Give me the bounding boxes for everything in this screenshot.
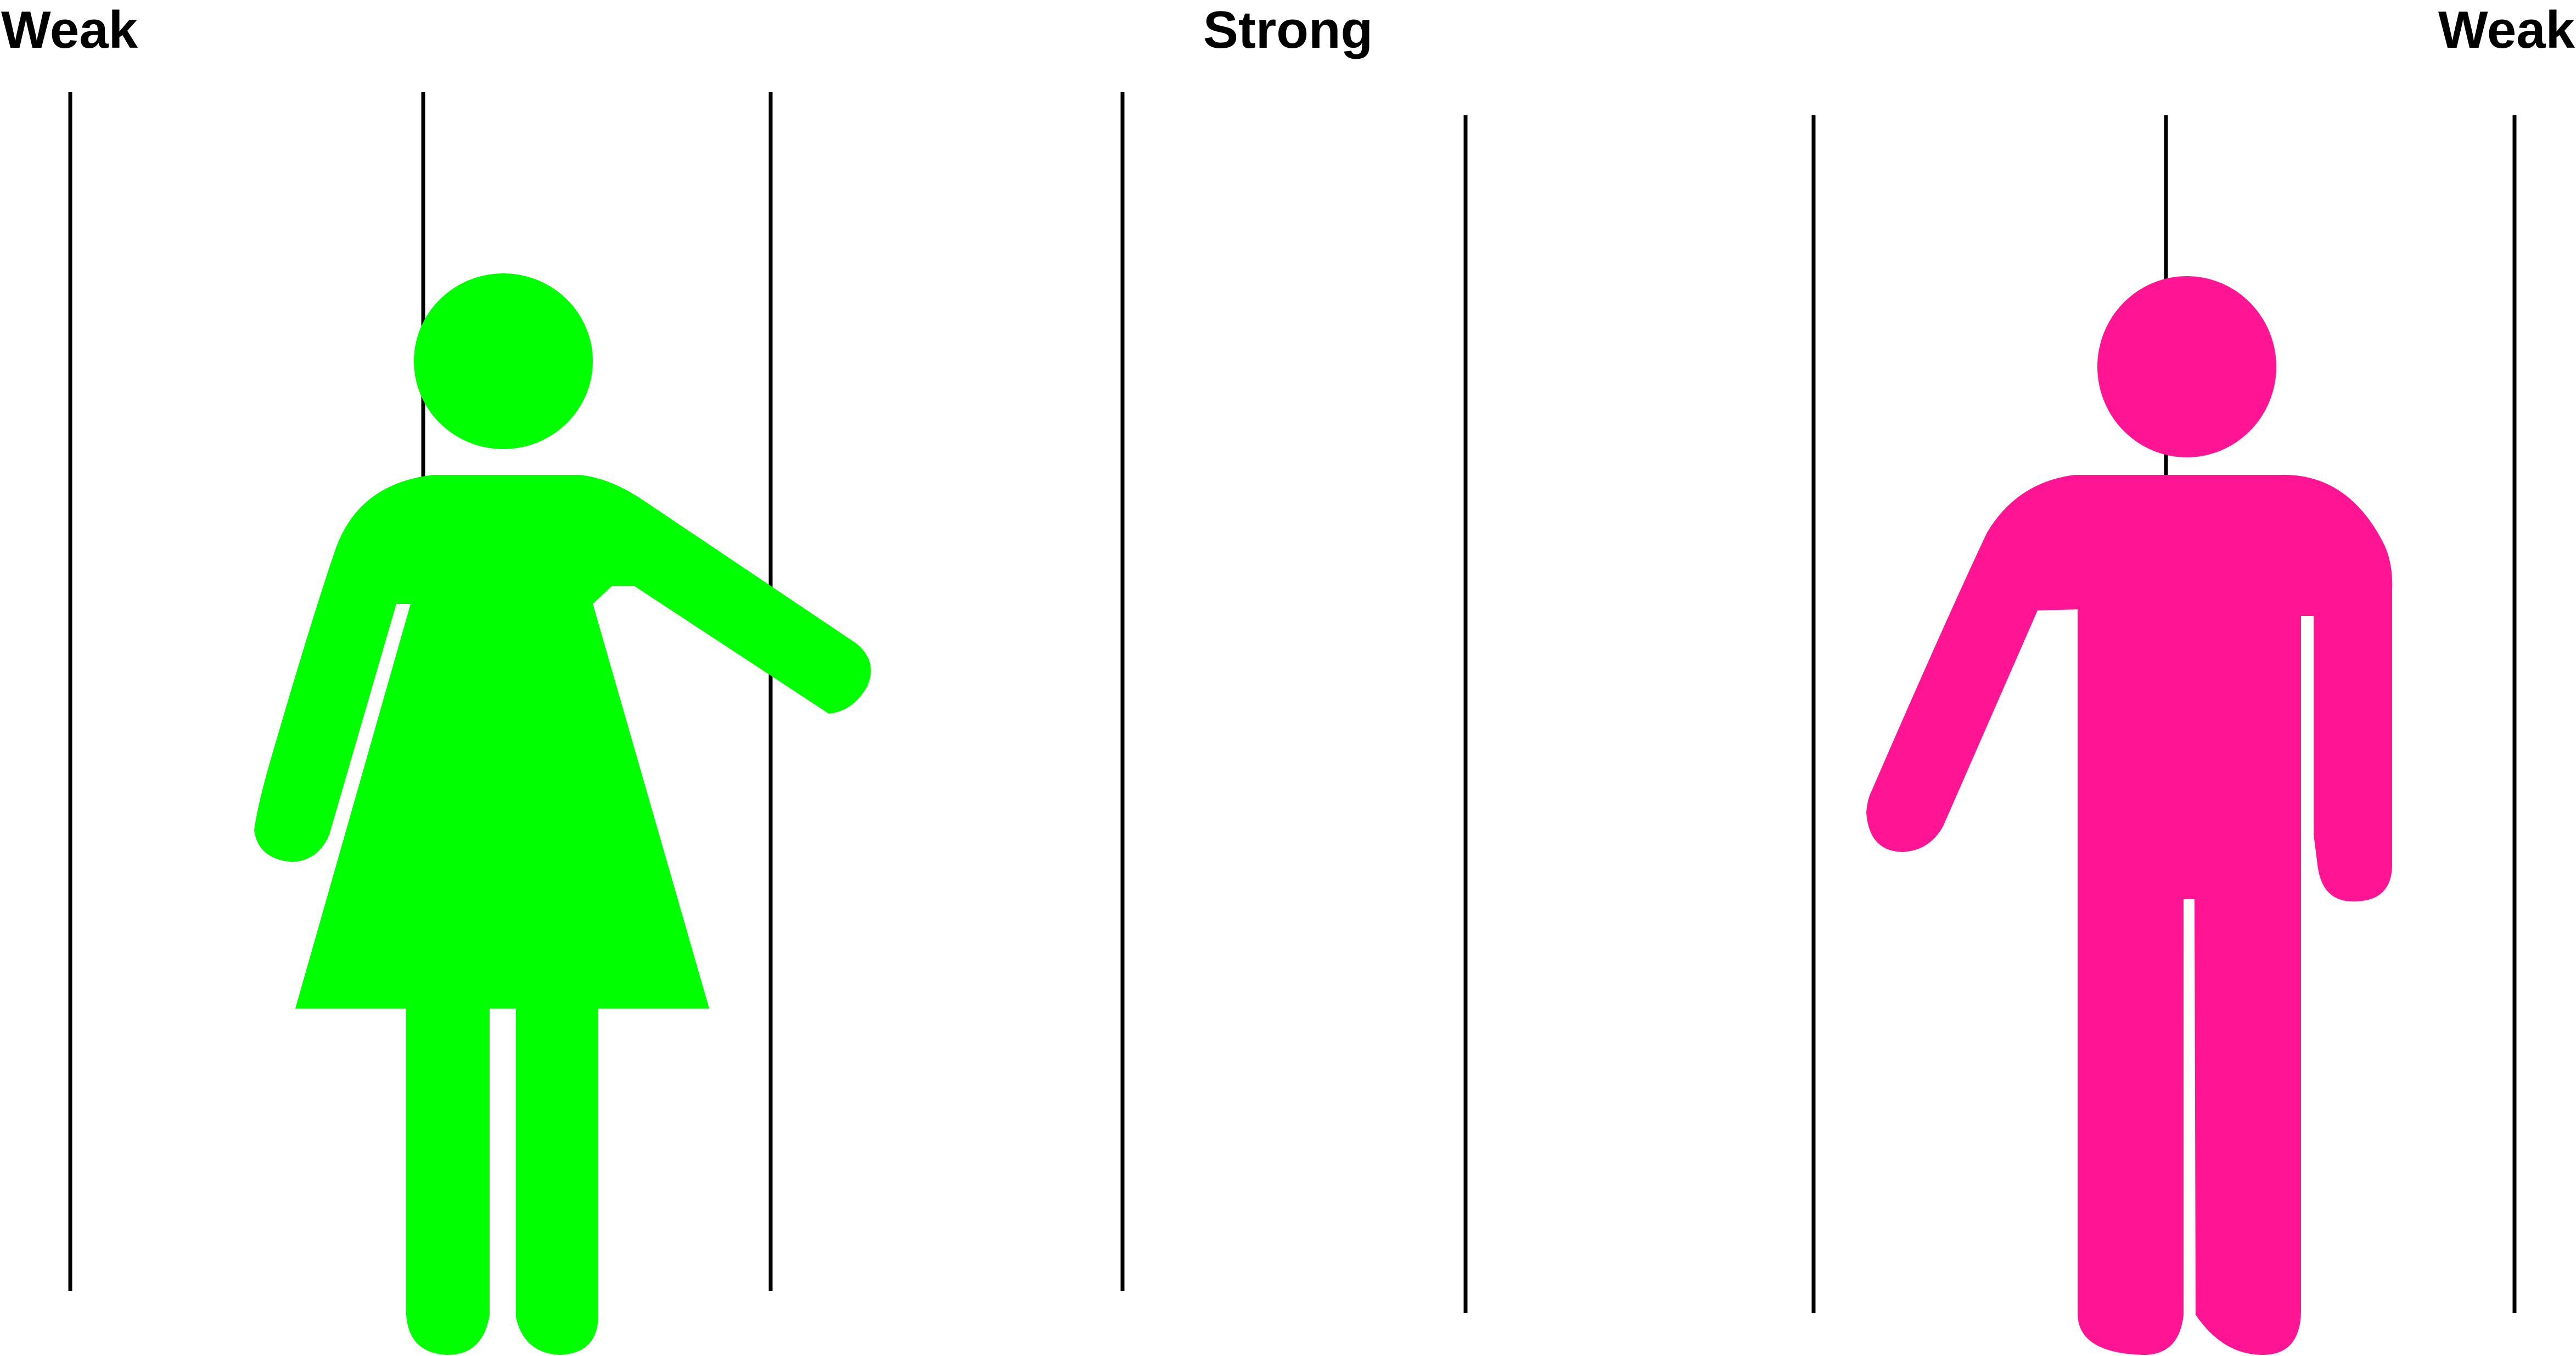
divider-lines [68, 92, 2517, 1313]
woman-body [254, 475, 871, 1355]
woman-head [414, 273, 593, 449]
scale-label-center: Strong [1203, 1, 1373, 59]
scale-label-left: Weak [1, 1, 138, 59]
man-head [2097, 276, 2276, 457]
scale-label-right: Weak [2438, 1, 2575, 59]
woman-figure-icon [254, 273, 871, 1355]
man-body [1866, 474, 2393, 1355]
man-figure-icon [1866, 276, 2393, 1355]
